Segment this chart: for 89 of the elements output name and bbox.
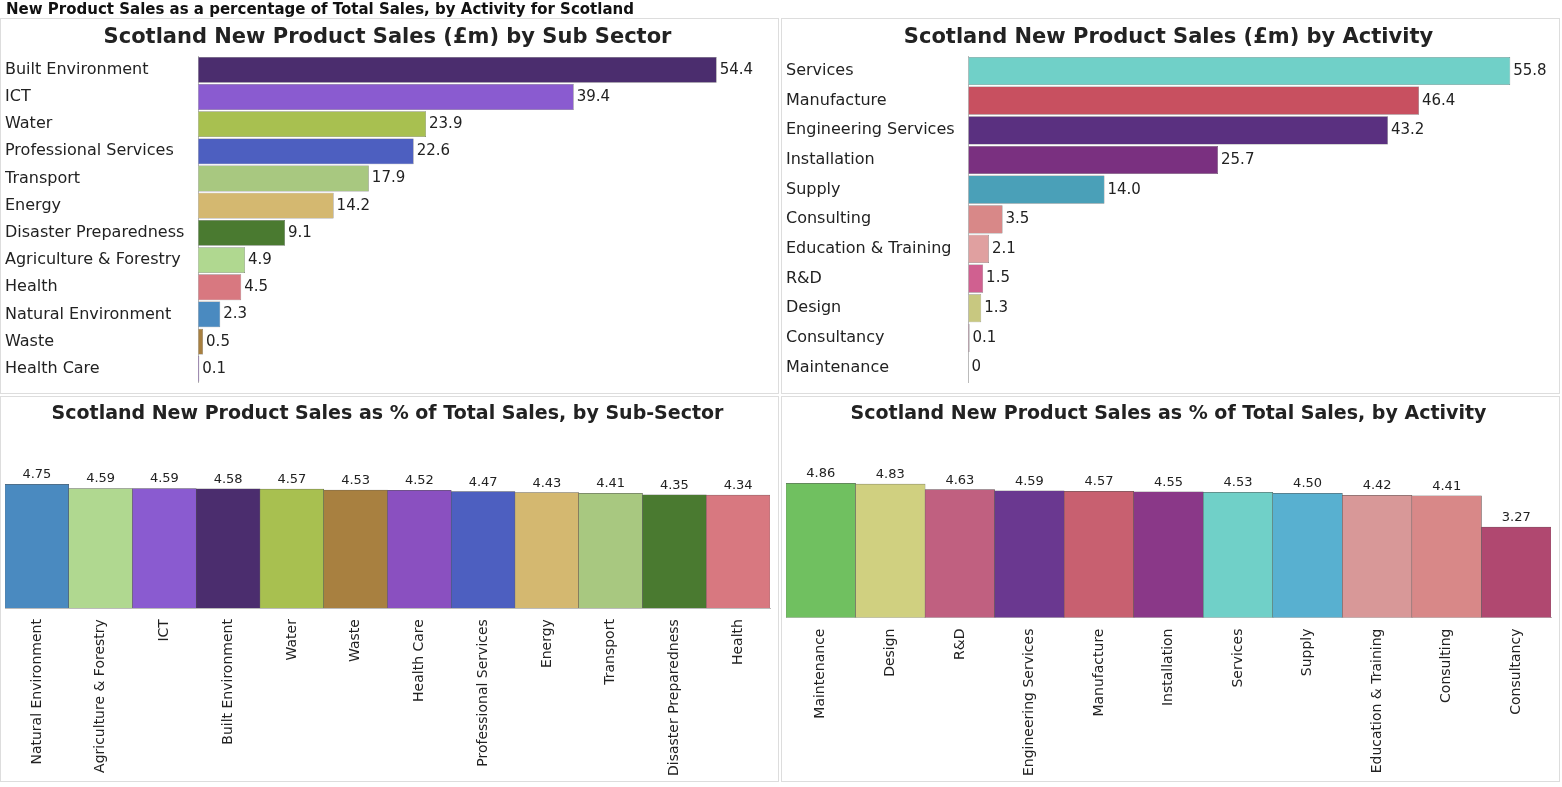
- data-label: 4.83: [875, 465, 905, 481]
- data-label: 4.58: [213, 470, 243, 486]
- chart-title: Scotland New Product Sales as % of Total Sales, by Activity: [850, 401, 1488, 424]
- data-label: 54.4: [719, 59, 754, 78]
- chart-title: Scotland New Product Sales (£m) by Sub Sector: [103, 24, 673, 49]
- y-tick-label: Agriculture & Forestry: [5, 249, 181, 269]
- x-tick-label: Water: [282, 618, 299, 661]
- data-label: 4.59: [149, 470, 179, 486]
- data-label: 4.59: [86, 470, 116, 486]
- data-label: 4.9: [247, 249, 272, 268]
- data-label: 2.3: [223, 304, 248, 323]
- y-tick-label: Maintenance: [786, 356, 890, 376]
- data-label: 4.55: [1154, 473, 1183, 489]
- x-tick-label: Health: [728, 619, 745, 666]
- data-label: 25.7: [1221, 149, 1255, 168]
- data-label: 4.42: [1362, 477, 1392, 493]
- x-tick-label: Consultancy: [1506, 628, 1523, 715]
- data-label: 14.0: [1107, 179, 1141, 198]
- x-tick-label: Education & Training: [1367, 628, 1384, 774]
- data-label: 4.5: [244, 277, 269, 296]
- data-label: 46.4: [1421, 90, 1456, 109]
- data-label: 1.5: [986, 268, 1010, 287]
- data-label: 4.53: [1223, 474, 1253, 490]
- x-tick-label: Disaster Preparedness: [665, 619, 682, 777]
- y-tick-label: Engineering Services: [786, 119, 955, 139]
- y-tick-label: Services: [786, 60, 854, 80]
- text: New Product Sales as a percentage of Total Sales, by Activity for Scotland: [5, 0, 635, 18]
- y-tick-label: Transport: [4, 167, 81, 187]
- y-tick-label: ICT: [5, 86, 31, 106]
- data-label: 4.35: [659, 476, 689, 492]
- y-tick-label: Built Environment: [5, 58, 149, 78]
- x-tick-label: Professional Services: [473, 619, 490, 767]
- data-label: 4.57: [1084, 473, 1114, 489]
- x-tick-label: Health Care: [410, 619, 427, 702]
- data-label: 4.75: [22, 466, 52, 482]
- x-tick-label: Consulting: [1437, 628, 1454, 703]
- data-label: 9.1: [288, 222, 312, 241]
- data-label: 4.53: [341, 471, 371, 487]
- data-label: 4.50: [1293, 475, 1323, 491]
- x-tick-label: Services: [1228, 628, 1245, 688]
- data-label: 4.41: [596, 475, 626, 491]
- data-label: 4.63: [945, 471, 975, 487]
- data-label: 4.41: [1432, 477, 1462, 493]
- data-label: 3.5: [1005, 209, 1030, 228]
- data-label: 39.4: [576, 86, 611, 105]
- data-label: 4.43: [532, 474, 562, 490]
- y-tick-label: Installation: [786, 149, 875, 169]
- data-label: 4.47: [468, 473, 498, 489]
- x-tick-label: Installation: [1159, 628, 1176, 707]
- y-tick-label: Consultancy: [786, 327, 885, 347]
- y-tick-label: Energy: [5, 194, 62, 214]
- y-tick-label: Manufacture: [786, 89, 887, 109]
- y-tick-label: Health: [5, 276, 58, 296]
- data-label: 4.52: [404, 472, 434, 488]
- data-label: 0.1: [972, 327, 997, 346]
- data-label: 0: [971, 357, 982, 376]
- data-label: 1.3: [984, 298, 1009, 317]
- x-tick-label: Manufacture: [1089, 628, 1106, 717]
- y-tick-label: Supply: [786, 178, 841, 198]
- y-tick-label: Waste: [5, 330, 55, 350]
- data-label: 4.59: [1014, 472, 1044, 488]
- y-tick-label: R&D: [786, 267, 822, 287]
- chart-title: Scotland New Product Sales as % of Total Sales, by Sub-Sector: [51, 401, 725, 424]
- data-label: 17.9: [371, 168, 406, 187]
- y-tick-label: Water: [5, 113, 53, 133]
- data-label: 4.34: [723, 476, 753, 492]
- data-label: 14.2: [336, 195, 371, 214]
- x-tick-label: Transport: [601, 618, 618, 686]
- y-tick-label: Design: [786, 297, 842, 317]
- data-label: 22.6: [416, 141, 451, 160]
- y-tick-label: Health Care: [5, 357, 100, 377]
- chart-title: Scotland New Product Sales (£m) by Activity: [903, 24, 1434, 49]
- data-label: 23.9: [429, 114, 463, 133]
- y-tick-label: Consulting: [786, 208, 872, 228]
- data-label: 3.27: [1501, 509, 1531, 525]
- data-label: 2.1: [991, 238, 1016, 257]
- data-label: 0.5: [206, 331, 230, 350]
- y-tick-label: Education & Training: [786, 238, 952, 258]
- y-tick-label: Natural Environment: [5, 303, 172, 323]
- x-tick-label: Energy: [537, 619, 554, 669]
- data-label: 4.86: [806, 465, 836, 481]
- y-tick-label: Professional Services: [5, 140, 174, 160]
- data-label: 43.2: [1390, 120, 1425, 139]
- x-tick-label: Waste: [346, 619, 363, 663]
- x-tick-label: Supply: [1298, 628, 1315, 677]
- data-label: 0.1: [202, 358, 227, 377]
- y-tick-label: Disaster Preparedness: [5, 222, 185, 242]
- data-label: 4.57: [277, 470, 307, 486]
- data-label: 55.8: [1513, 60, 1547, 79]
